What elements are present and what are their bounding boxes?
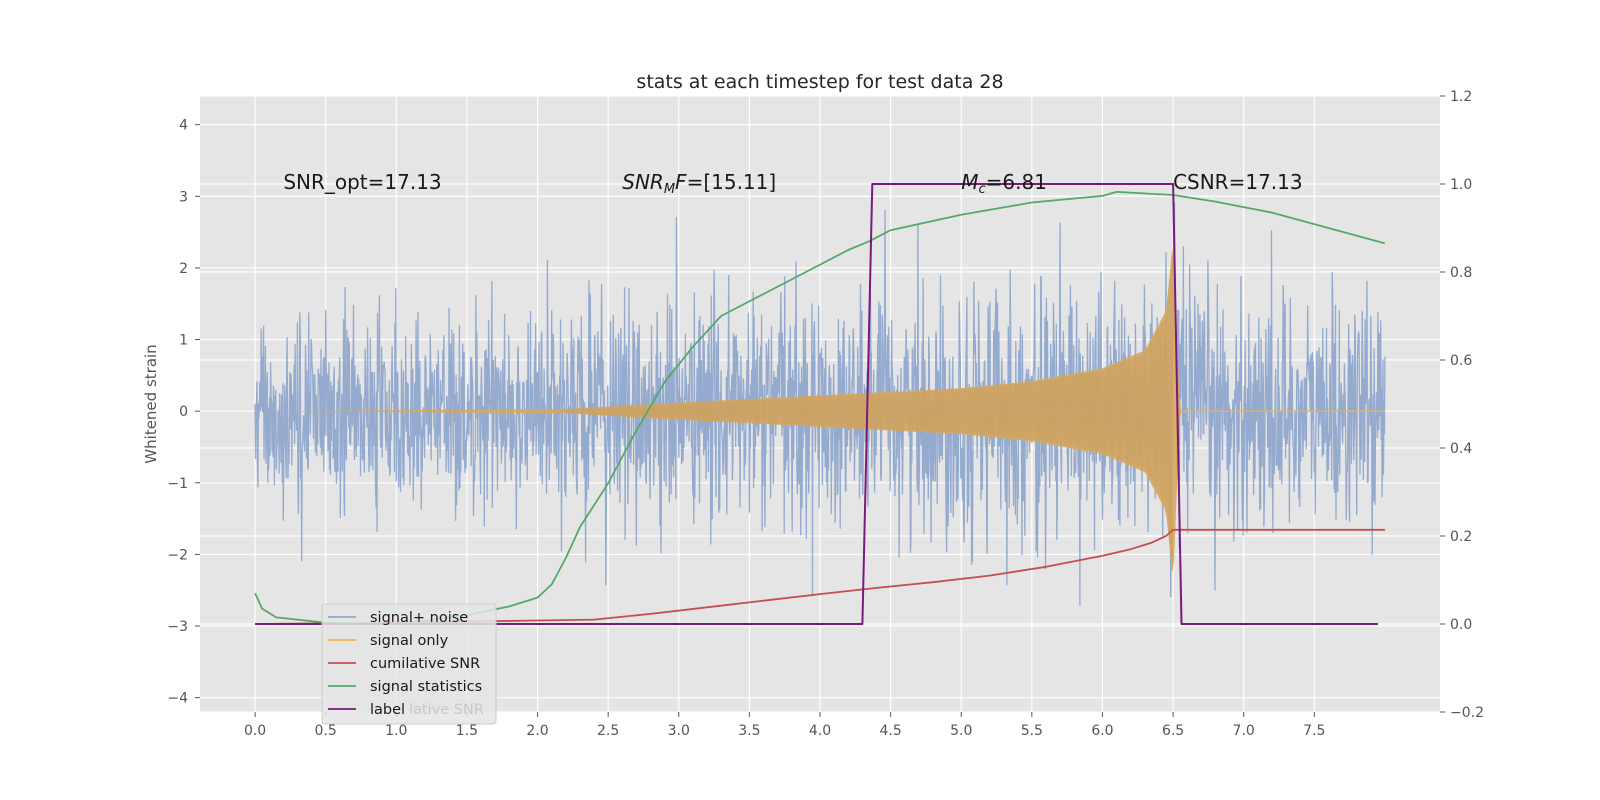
annotation-value: =6.81 [986, 170, 1047, 194]
legend: signal+ noise signal only cumilative SNR si… [321, 603, 497, 725]
y2-tick-label: 1.0 [1450, 177, 1472, 193]
annotation-value: =[15.11] [687, 170, 777, 194]
y2-tick-label: 1.2 [1450, 89, 1472, 105]
series-label-line [255, 183, 1378, 625]
y2-tick-label: 0.8 [1450, 265, 1472, 281]
x-tick-label: 4.5 [879, 723, 901, 739]
x-tick-label: 7.5 [1303, 723, 1325, 739]
chart-title: stats at each timestep for test data 28 [636, 71, 1003, 93]
legend-box [321, 603, 497, 725]
y2-tick-label: −0.2 [1450, 705, 1484, 721]
x-tick-label: 3.5 [738, 723, 760, 739]
x-tick-label: 1.5 [456, 723, 478, 739]
y-tick-label: 2 [179, 261, 188, 277]
y2-tick-label: 0.6 [1450, 353, 1472, 369]
y-tick-label: 4 [179, 118, 188, 134]
y2-tick-label: 0.4 [1450, 441, 1472, 457]
series-signal-only-line [565, 247, 1174, 571]
annotation-subscript: M [664, 182, 675, 197]
x-tick-label: 6.5 [1162, 723, 1184, 739]
annotation-main: SNR [622, 170, 664, 194]
annotation-text: SNRMF=[15.11] [622, 170, 776, 197]
x-tick-label: 2.5 [597, 723, 619, 739]
x-tick-label: 5.0 [950, 723, 972, 739]
y2-tick-label: 0.0 [1450, 617, 1472, 633]
x-tick-label: 3.0 [668, 723, 690, 739]
annotation-text: Mc=6.81 [961, 170, 1047, 197]
y-tick-label: 3 [179, 189, 188, 205]
x-tick-label: 6.0 [1091, 723, 1113, 739]
y-tick-label: −2 [167, 547, 188, 563]
x-tick-label: 1.0 [385, 723, 407, 739]
series-layer [254, 183, 1386, 625]
legend-label: signal statistics [370, 679, 482, 695]
legend-overlay-text: lative SNR [409, 702, 484, 718]
y-tick-label: −3 [167, 619, 188, 635]
y-axis-label: Whitened strain [142, 344, 160, 463]
y-tick-label: −1 [167, 476, 188, 492]
annotation-italic-f: F [675, 170, 687, 194]
y-tick-label: 0 [179, 404, 188, 420]
series-signal-noise-line [254, 201, 1386, 606]
y-tick-label: 1 [179, 333, 188, 349]
annotation-text: CSNR=17.13 [1173, 170, 1303, 194]
legend-label: cumilative SNR [370, 656, 480, 672]
y2-tick-label: 0.2 [1450, 529, 1472, 545]
x-tick-label: 5.5 [1021, 723, 1043, 739]
axis-ticks: 0.0 0.5 1.0 1.5 2.0 2.5 3.0 3.5 4.0 4.5 5.0 5.5 6.0 6… [167, 89, 1484, 739]
legend-label: label [370, 702, 405, 718]
series-cumilative-snr-line [255, 528, 1385, 625]
x-tick-label: 0.0 [244, 723, 266, 739]
x-tick-label: 4.0 [809, 723, 831, 739]
x-tick-label: 0.5 [315, 723, 337, 739]
legend-label: signal only [370, 633, 449, 649]
annotation-subscript: c [978, 182, 985, 197]
legend-label: signal+ noise [370, 610, 468, 626]
x-tick-label: 2.0 [526, 723, 548, 739]
annotations: SNR_opt=17.13 SNRMF=[15.11] Mc=6.81 CSNR=17… [283, 170, 1302, 197]
annotation-text: SNR_opt=17.13 [283, 170, 441, 194]
x-tick-label: 7.0 [1233, 723, 1255, 739]
annotation-rest: F=[15.11] [675, 170, 776, 194]
annotation-main: M [961, 170, 978, 194]
y-tick-label: −4 [167, 691, 188, 707]
